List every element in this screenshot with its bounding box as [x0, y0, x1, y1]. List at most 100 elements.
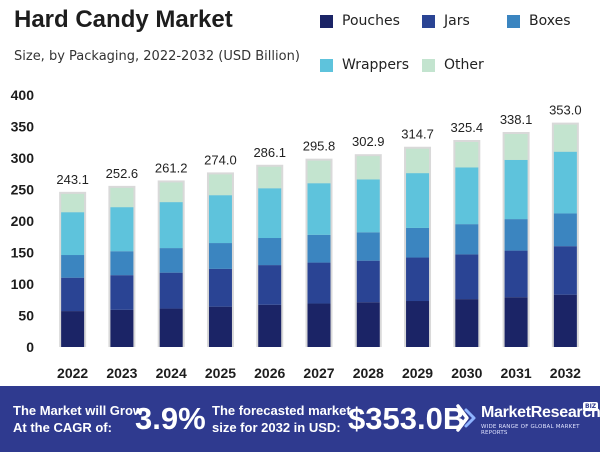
y-tick-label: 0	[26, 339, 34, 355]
bar-segment-boxes	[110, 251, 134, 276]
legend-swatch-pouches	[320, 14, 333, 28]
cagr-caption: The Market will Grow At the CAGR of:	[13, 402, 143, 436]
bar-segment-boxes	[159, 248, 183, 273]
y-tick-label: 400	[11, 87, 35, 103]
legend-swatch-boxes	[507, 14, 520, 28]
bar-segment-jars	[110, 275, 134, 310]
legend-swatch-jars	[422, 14, 435, 28]
bar-segment-other	[406, 148, 430, 174]
bar-segment-wrappers	[455, 167, 479, 225]
y-tick-label: 300	[11, 150, 35, 166]
bar-segment-jars	[159, 272, 183, 309]
bar-total-label: 314.7	[401, 127, 434, 142]
bar-segment-jars	[258, 265, 282, 305]
bar-segment-other	[504, 133, 528, 160]
x-tick-label: 2032	[550, 365, 581, 381]
bar-segment-jars	[307, 262, 331, 304]
chart-title: Hard Candy Market	[14, 6, 233, 33]
bar-segment-other	[307, 160, 331, 184]
bar-segment-pouches	[553, 294, 577, 347]
bar-segment-wrappers	[504, 159, 528, 220]
bar-segment-pouches	[307, 303, 331, 347]
x-tick-label: 2024	[156, 365, 187, 381]
bar-segment-jars	[356, 260, 380, 303]
bar-segment-other	[258, 166, 282, 189]
y-tick-label: 250	[11, 182, 35, 198]
bar-segment-wrappers	[61, 212, 85, 256]
cagr-value: 3.9%	[135, 401, 206, 436]
bar-segment-other	[553, 124, 577, 152]
legend-label-other: Other	[444, 57, 484, 73]
brand-logo-icon	[456, 404, 476, 432]
bar-segment-boxes	[307, 234, 331, 263]
bar-segment-wrappers	[258, 188, 282, 239]
x-tick-label: 2022	[57, 365, 88, 381]
cagr-caption-line2: At the CAGR of:	[13, 420, 112, 435]
bar-segment-wrappers	[553, 151, 577, 214]
bar-segment-other	[110, 187, 134, 208]
forecast-value: $353.0B	[348, 401, 466, 436]
x-tick-label: 2023	[106, 365, 137, 381]
bar-segment-jars	[553, 246, 577, 295]
bar-segment-other	[455, 141, 479, 168]
bar-segment-boxes	[258, 238, 282, 266]
x-tick-label: 2026	[254, 365, 285, 381]
bar-total-label: 302.9	[352, 134, 385, 149]
bar-segment-wrappers	[406, 173, 430, 228]
legend-label-wrappers: Wrappers	[342, 57, 409, 73]
bar-segment-other	[159, 182, 183, 203]
legend-item-boxes: Boxes	[507, 13, 571, 29]
bar-segment-pouches	[356, 302, 380, 347]
legend-label-jars: Jars	[444, 13, 470, 29]
forecast-caption-line2: size for 2032 in USD:	[212, 420, 341, 435]
chart-legend: Pouches Jars Boxes Wrappers Other	[300, 10, 600, 80]
bar-total-label: 252.6	[106, 166, 139, 181]
legend-swatch-wrappers	[320, 58, 333, 72]
bar-total-label: 274.0	[204, 152, 237, 167]
y-tick-label: 150	[11, 245, 35, 261]
stacked-bar-chart: 0 50 100 150 200 250 300 350 400 243.1 2022 252.6 20…	[11, 87, 582, 381]
bar-segment-pouches	[159, 308, 183, 347]
x-tick-label: 2031	[501, 365, 532, 381]
y-tick-label: 200	[11, 213, 35, 229]
bar-segment-jars	[504, 250, 528, 298]
cagr-caption-line1: The Market will Grow	[13, 403, 144, 418]
legend-item-pouches: Pouches	[320, 13, 400, 29]
bar-total-label: 295.8	[303, 139, 336, 154]
bar-segment-wrappers	[307, 183, 331, 235]
brand-name: MarketResearch	[481, 404, 600, 421]
bar-segment-other	[208, 174, 232, 196]
bar-segment-boxes	[553, 213, 577, 247]
bar-segment-pouches	[208, 306, 232, 347]
legend-swatch-other	[422, 58, 435, 72]
bar-segment-jars	[455, 254, 479, 300]
legend-label-boxes: Boxes	[529, 13, 571, 29]
bar-segment-boxes	[61, 255, 85, 278]
bar-segment-other	[61, 193, 85, 213]
bar-segment-pouches	[258, 304, 282, 347]
bar-segment-boxes	[504, 219, 528, 251]
chart-subtitle: Size, by Packaging, 2022-2032 (USD Billi…	[14, 49, 300, 64]
bar-segment-wrappers	[159, 202, 183, 249]
bar-segment-wrappers	[208, 195, 232, 244]
brand-badge: BIZ	[583, 402, 599, 411]
bar-total-label: 261.2	[155, 160, 188, 175]
bar-segment-jars	[208, 268, 232, 307]
legend-item-other: Other	[422, 57, 484, 73]
bar-segment-other	[356, 156, 380, 180]
bar-segment-boxes	[406, 227, 430, 258]
bar-total-label: 243.1	[56, 172, 89, 187]
bar-total-label: 338.1	[500, 112, 533, 127]
y-tick-label: 350	[11, 119, 35, 135]
x-tick-label: 2030	[451, 365, 482, 381]
forecast-caption: The forecasted market size for 2032 in U…	[212, 402, 351, 436]
bar-segment-wrappers	[110, 207, 134, 252]
bar-segment-wrappers	[356, 179, 380, 233]
bar-segment-jars	[406, 257, 430, 302]
x-tick-label: 2025	[205, 365, 236, 381]
bar-segment-boxes	[356, 232, 380, 261]
bar-total-label: 286.1	[253, 145, 286, 160]
x-tick-label: 2029	[402, 365, 433, 381]
y-tick-label: 50	[18, 308, 34, 324]
legend-label-pouches: Pouches	[342, 13, 400, 29]
